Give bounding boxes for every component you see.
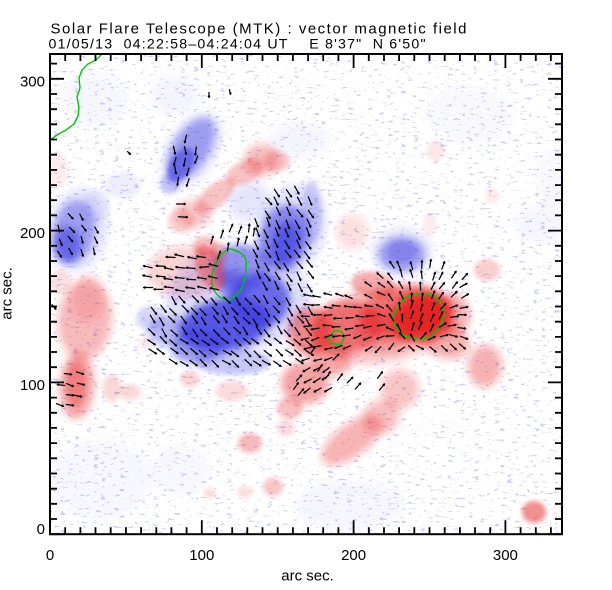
svg-text:0: 0 bbox=[46, 547, 54, 564]
svg-text:01/05/13 04:22:58–04:24:04 UT: 01/05/13 04:22:58–04:24:04 UT E 8'37" N … bbox=[49, 36, 426, 52]
svg-text:200: 200 bbox=[341, 547, 366, 564]
svg-text:Solar Flare Telescope (MTK) :: Solar Flare Telescope (MTK) : vector mag… bbox=[51, 21, 467, 38]
svg-text:300: 300 bbox=[20, 73, 45, 90]
svg-text:100: 100 bbox=[20, 377, 45, 394]
svg-text:200: 200 bbox=[20, 225, 45, 242]
svg-text:arc sec.: arc sec. bbox=[0, 267, 16, 320]
svg-text:0: 0 bbox=[37, 521, 45, 538]
svg-text:300: 300 bbox=[493, 547, 518, 564]
svg-text:100: 100 bbox=[189, 547, 214, 564]
svg-text:arc sec.: arc sec. bbox=[281, 568, 334, 585]
